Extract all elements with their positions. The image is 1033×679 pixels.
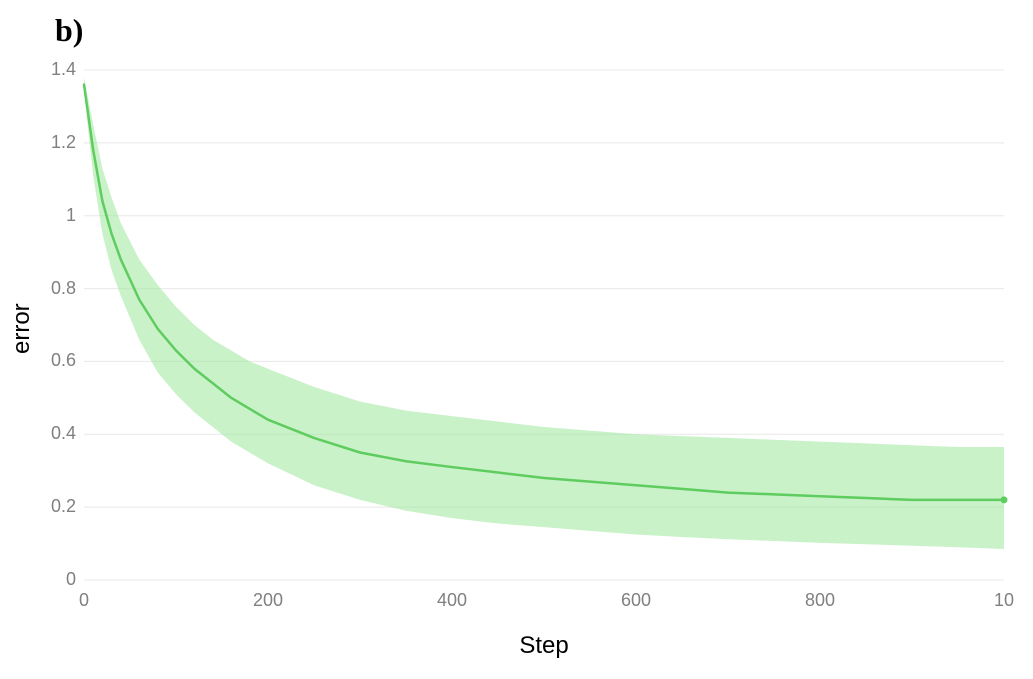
- y-tick-label: 0.4: [36, 423, 76, 444]
- plot-svg: [84, 70, 1004, 580]
- y-tick-label: 0: [36, 569, 76, 590]
- x-tick-label: 600: [606, 590, 666, 611]
- y-tick-label: 1: [36, 205, 76, 226]
- y-axis-label: error: [8, 294, 36, 354]
- x-tick-label: 10: [974, 590, 1033, 611]
- y-tick-label: 0.2: [36, 496, 76, 517]
- y-tick-label: 0.6: [36, 350, 76, 371]
- x-tick-label: 0: [54, 590, 114, 611]
- x-tick-label: 200: [238, 590, 298, 611]
- y-tick-label: 0.8: [36, 278, 76, 299]
- y-tick-label: 1.2: [36, 132, 76, 153]
- plot-area: [84, 70, 1004, 580]
- y-tick-label: 1.4: [36, 59, 76, 80]
- x-axis-label: Step: [84, 632, 1004, 660]
- x-tick-label: 800: [790, 590, 850, 611]
- panel-label: b): [55, 12, 83, 49]
- x-tick-label: 400: [422, 590, 482, 611]
